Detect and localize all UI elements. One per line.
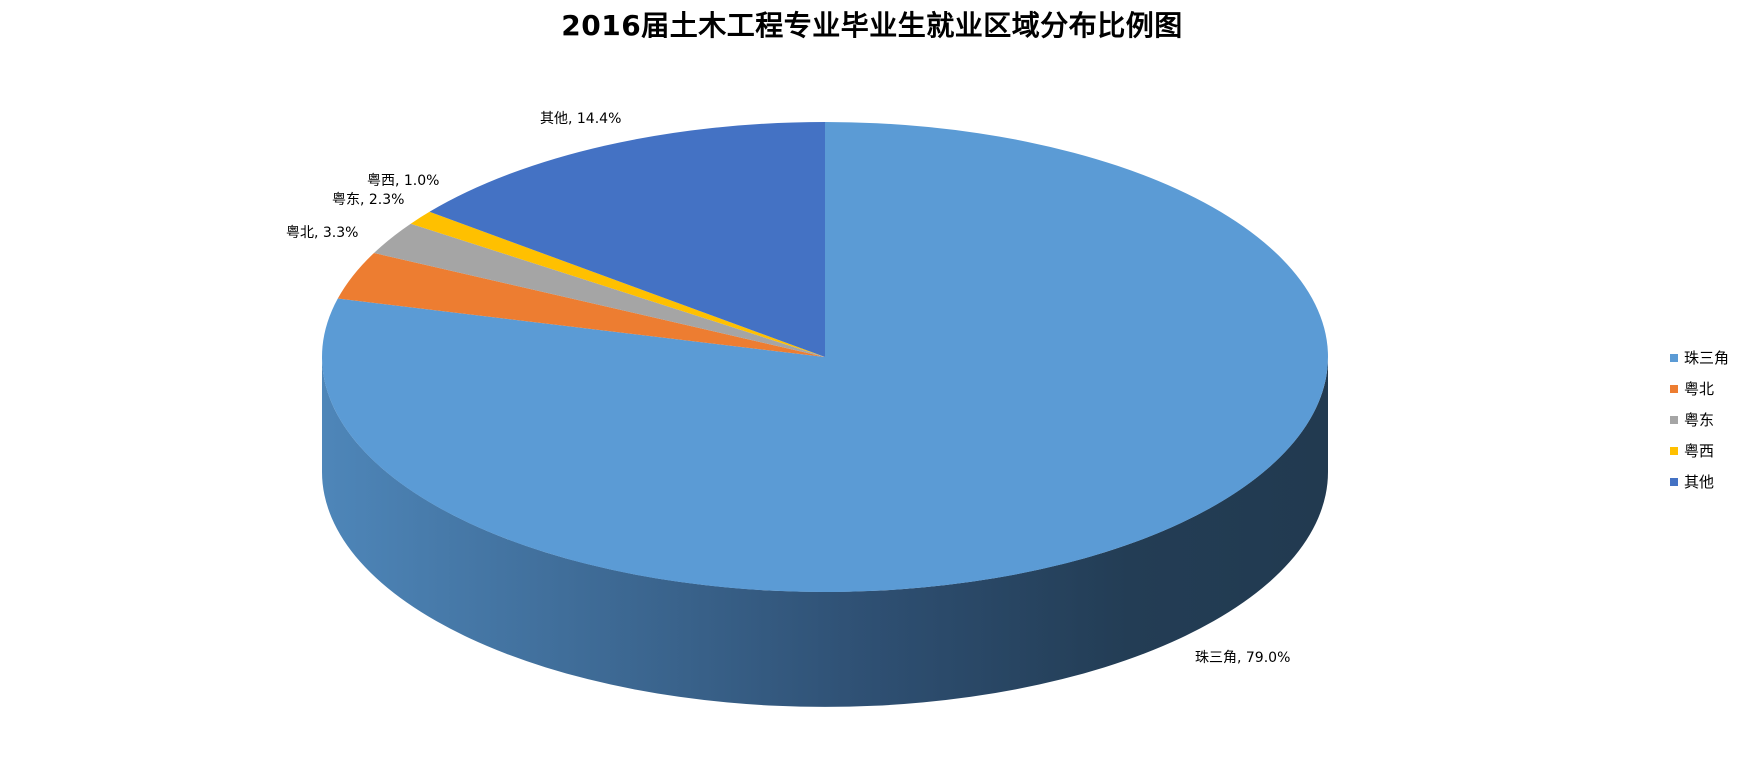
legend-label: 粤北 <box>1684 380 1715 398</box>
legend-swatch <box>1670 384 1678 393</box>
legend-item-4: 其他 <box>1670 466 1729 497</box>
pie-side-band <box>322 357 1328 707</box>
legend-swatch <box>1670 353 1678 362</box>
legend-item-3: 粤西 <box>1670 435 1729 466</box>
data-label-4: 其他, 14.4% <box>540 111 621 127</box>
pie-top-face <box>322 122 1329 592</box>
data-label-3: 粤西, 1.0% <box>367 173 439 189</box>
legend-swatch <box>1670 477 1678 486</box>
legend-swatch <box>1670 446 1678 455</box>
legend: 珠三角粤北粤东粤西其他 <box>1670 342 1729 497</box>
data-label-2: 粤东, 2.3% <box>332 192 404 208</box>
legend-item-0: 珠三角 <box>1670 342 1729 373</box>
legend-label: 珠三角 <box>1684 349 1730 367</box>
pie-slice-2 <box>373 223 825 357</box>
pie-slice-4 <box>429 122 825 357</box>
pie-data-labels: 珠三角, 79.0% 粤北, 3.3% 粤东, 2.3% 粤西, 1.0% 其他, 14… <box>286 111 1290 666</box>
legend-item-1: 粤北 <box>1670 373 1729 404</box>
legend-label: 其他 <box>1684 473 1715 491</box>
pie-side-wall <box>322 357 1328 707</box>
chart-title: 2016届土木工程专业毕业生就业区域分布比例图 <box>561 9 1183 42</box>
legend-label: 粤东 <box>1684 411 1715 429</box>
data-label-0: 珠三角, 79.0% <box>1195 650 1290 666</box>
pie-slice-1 <box>337 252 825 357</box>
pie-slice-0 <box>322 122 1329 592</box>
pie-slice-3 <box>410 211 825 357</box>
legend-item-2: 粤东 <box>1670 404 1729 435</box>
data-label-1: 粤北, 3.3% <box>286 225 358 241</box>
legend-label: 粤西 <box>1684 442 1715 460</box>
legend-swatch <box>1670 415 1678 424</box>
